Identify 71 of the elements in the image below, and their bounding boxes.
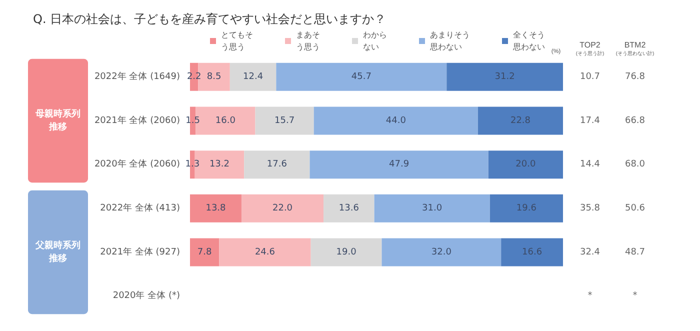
bar	[310, 150, 488, 179]
y-tick-label: 2022年 全体 (413)	[100, 202, 180, 214]
data-label: 31.2	[494, 72, 515, 82]
data-label: 44.0	[386, 116, 406, 126]
bar	[241, 194, 324, 222]
bar	[244, 150, 310, 179]
bar	[230, 62, 276, 91]
data-label: 32.0	[431, 247, 452, 258]
bar	[190, 194, 242, 222]
bar	[190, 238, 220, 266]
y-tick-label: 2021年 全体 (2060)	[94, 114, 180, 126]
text: 50.6	[624, 203, 646, 214]
text: 35.8	[580, 203, 600, 214]
y-tick-label: 2020年 全体 (*)	[112, 290, 180, 302]
data-label: 17.6	[266, 160, 288, 170]
text: 母親時系列推移	[34, 108, 80, 132]
data-label: 16.0	[215, 116, 236, 126]
data-label: 22.8	[510, 116, 531, 126]
data-label: 1.5	[186, 116, 200, 126]
bar	[314, 106, 478, 135]
data-label: 31.0	[422, 203, 442, 214]
legend-label: わからない	[363, 30, 387, 52]
data-label: 16.6	[522, 247, 542, 258]
y-tick-label: 2020年 全体 (2060)	[94, 158, 180, 170]
data-label: 45.7	[351, 72, 372, 82]
data-label: 47.9	[389, 160, 410, 170]
data-label: 12.4	[243, 72, 264, 82]
bar	[324, 194, 374, 222]
data-label: 13.2	[209, 160, 230, 170]
bar	[501, 238, 563, 266]
text: 17.4	[580, 116, 600, 126]
bar	[490, 194, 563, 222]
data-label: 15.7	[274, 116, 295, 126]
bar	[219, 238, 311, 266]
legend-label: 全くそう思わない	[512, 30, 545, 52]
bar	[374, 194, 490, 222]
bar	[446, 62, 563, 91]
legend-label: まあそう思う	[296, 30, 320, 52]
data-label: 1.3	[185, 160, 200, 170]
y-tick-label: 2022年 全体 (1649)	[94, 70, 180, 82]
data-label: 20.0	[516, 160, 536, 170]
data-label: 7.8	[197, 247, 212, 258]
y-tick-label: 2021年 全体 (927)	[100, 246, 180, 258]
bar	[488, 150, 563, 179]
data-label: 13.8	[206, 203, 226, 214]
text: 10.7	[580, 72, 600, 82]
text: *	[632, 291, 638, 302]
legend-label: あまりそう思わない	[429, 30, 470, 52]
text: 32.4	[580, 247, 600, 258]
text: TOP2	[580, 40, 601, 50]
data-label: 19.0	[336, 247, 357, 258]
text: 48.7	[624, 247, 646, 258]
data-label: 22.0	[272, 203, 293, 214]
bar	[382, 238, 502, 266]
text: 76.8	[624, 72, 646, 82]
chart-title: Q. 日本の社会は、子どもを産み育てやすい社会だと思いますか？	[33, 12, 386, 26]
data-label: 19.6	[516, 203, 537, 214]
bar	[310, 238, 382, 266]
text: *	[588, 291, 593, 302]
text: 14.4	[580, 160, 600, 170]
text: 66.8	[624, 116, 646, 126]
text: 父親時系列推移	[34, 240, 80, 264]
bar	[478, 106, 563, 135]
bar	[255, 106, 314, 135]
legend-label: とてもそう思う	[221, 30, 253, 52]
data-label: 8.5	[206, 72, 222, 82]
text: 68.0	[624, 160, 646, 170]
bar	[276, 62, 447, 91]
data-label: 24.6	[254, 247, 276, 258]
text: BTM2	[624, 40, 646, 50]
data-label: 13.6	[338, 203, 360, 214]
